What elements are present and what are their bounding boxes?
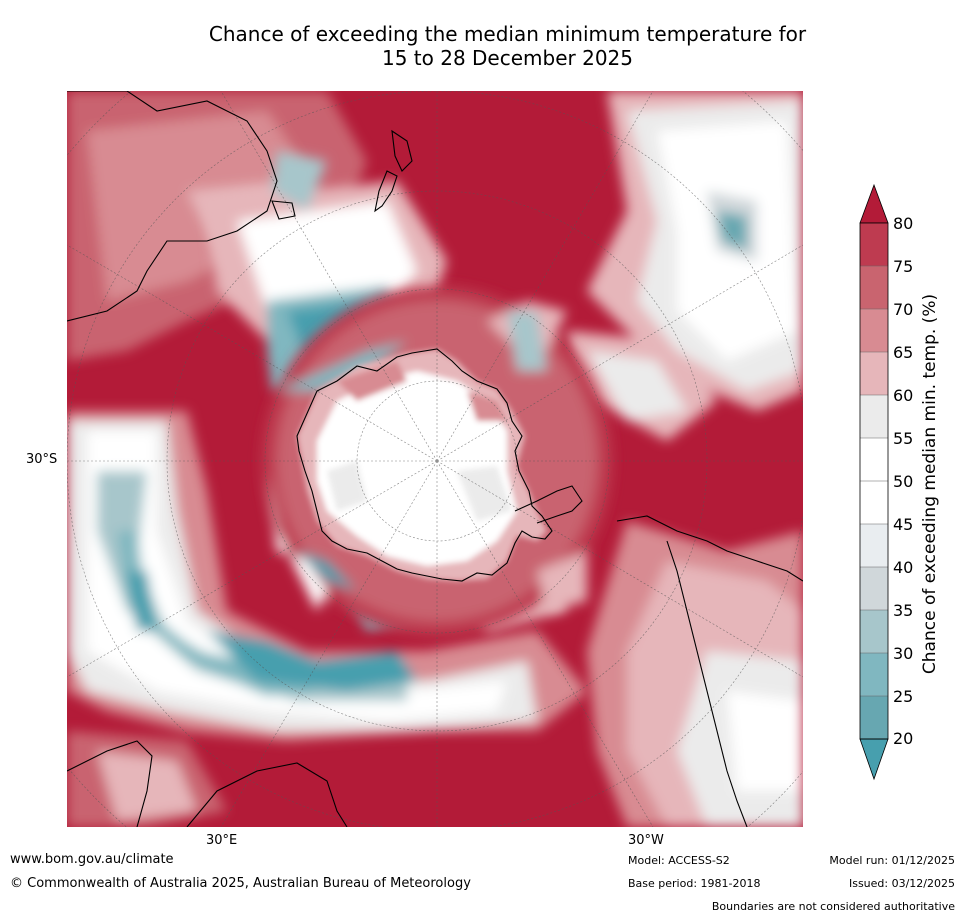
colorbar-tick-55: 55	[893, 429, 914, 448]
colorbar-tick-40: 40	[893, 558, 914, 577]
colorbar-band-55-60	[860, 395, 888, 438]
colorbar-tick-60: 60	[893, 386, 914, 405]
colorbar-band-65-70	[860, 309, 888, 352]
neutral-region-atlantic-north	[567, 91, 803, 441]
colorbar-band-25-30	[860, 653, 888, 696]
colorbar-tick-25: 25	[893, 687, 914, 706]
colorbar-arrow-top	[859, 183, 889, 224]
graticule	[67, 91, 803, 827]
map-title: Chance of exceeding the median minimum t…	[60, 22, 955, 70]
colorbar-band-50-55	[860, 438, 888, 481]
tasmania-coastline	[271, 200, 296, 220]
colorbar-band-20-25	[860, 696, 888, 739]
colorbar-tick-45: 45	[893, 515, 914, 534]
footer-copyright: © Commonwealth of Australia 2025, Austra…	[10, 876, 471, 891]
neutral-region-south-america	[587, 521, 803, 827]
colorbar-tick-80: 80	[893, 214, 914, 233]
colorbar-band-75-80	[860, 223, 888, 266]
colorbar-tick-35: 35	[893, 601, 914, 620]
colorbar-band-45-50	[860, 481, 888, 524]
map-title-line2: 15 to 28 December 2025	[381, 46, 633, 70]
colorbar-tick-65: 65	[893, 343, 914, 362]
colorbar-tick-50: 50	[893, 472, 914, 491]
map-canvas	[67, 91, 803, 827]
south-america-coastline	[616, 515, 803, 827]
colorbar-title: Chance of exceeding median min. temp. (%…	[920, 293, 940, 675]
colorbar-tick-75: 75	[893, 257, 914, 276]
footer-issued: Issued: 03/12/2025	[848, 877, 955, 890]
probability-map	[67, 91, 803, 827]
map-title-line1: Chance of exceeding the median minimum t…	[208, 22, 807, 46]
colorbar-band-40-45	[860, 524, 888, 567]
lon-label-30e: 30°E	[206, 833, 238, 848]
new-zealand-south-coastline	[374, 170, 398, 213]
colorbar-tick-20: 20	[893, 729, 914, 748]
colorbar-band-60-65	[860, 352, 888, 395]
antarctica-coastline	[296, 348, 553, 582]
footer-model: Model: ACCESS-S2	[628, 854, 730, 867]
antarctic-peninsula-coastline	[514, 485, 583, 524]
footer-model-run: Model run: 01/12/2025	[829, 854, 955, 867]
colorbar-arrow-bottom	[859, 738, 889, 781]
colorbar-tick-30: 30	[893, 644, 914, 663]
africa-coastline	[67, 740, 348, 827]
lon-label-30w: 30°W	[628, 833, 664, 848]
australia-coastline	[67, 91, 278, 322]
colorbar	[858, 183, 892, 787]
neutral-region-indian-ocean	[67, 411, 587, 827]
colorbar-band-70-75	[860, 266, 888, 309]
colorbar-svg	[859, 183, 889, 781]
colorbar-band-35-40	[860, 567, 888, 610]
colorbar-tick-70: 70	[893, 300, 914, 319]
antarctica-interior	[297, 349, 547, 581]
new-zealand-north-coastline	[391, 129, 413, 172]
colorbar-band-30-35	[860, 610, 888, 653]
lat-label-30s: 30°S	[26, 452, 58, 467]
footer-base-period: Base period: 1981-2018	[628, 877, 761, 890]
footer-website[interactable]: www.bom.gov.au/climate	[10, 852, 174, 867]
footer-disclaimer: Boundaries are not considered authoritat…	[711, 900, 955, 913]
coastlines	[67, 91, 803, 827]
